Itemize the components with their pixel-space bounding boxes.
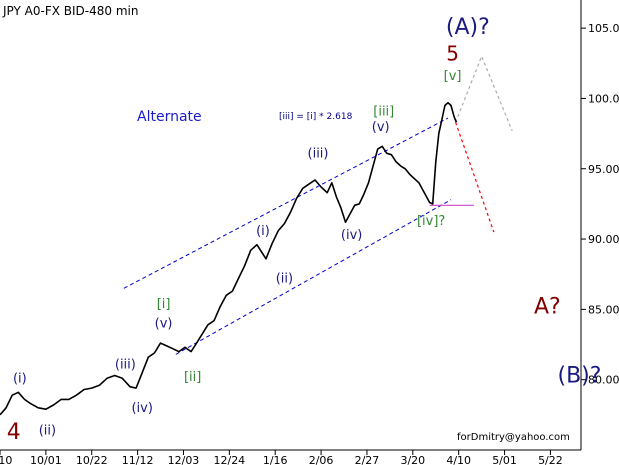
wave-label: (i) bbox=[256, 224, 270, 239]
wave-label: [v] bbox=[444, 69, 462, 84]
wave-label: [ii] bbox=[184, 370, 201, 385]
x-tick-label: 1/16 bbox=[263, 454, 288, 465]
x-tick-label: 2/27 bbox=[355, 454, 380, 465]
price-series-line bbox=[0, 101, 458, 416]
x-tick-label: 5/22 bbox=[538, 454, 563, 465]
wave-label: (B)? bbox=[558, 364, 602, 389]
x-tick-label: 3/20 bbox=[400, 454, 425, 465]
wave-label: (v) bbox=[372, 120, 390, 135]
x-tick-label: 11/12 bbox=[122, 454, 154, 465]
channel-line bbox=[175, 199, 452, 355]
x-tick-label: 4/10 bbox=[446, 454, 471, 465]
x-tick-label: 2/06 bbox=[309, 454, 334, 465]
wave-label: 4 bbox=[7, 420, 21, 445]
y-tick-label: 95.00 bbox=[588, 163, 619, 176]
wave-label: [iv]? bbox=[417, 214, 445, 229]
chart-title: JPY A0-FX BID-480 min bbox=[2, 4, 138, 18]
wave-label: (ii) bbox=[276, 272, 293, 287]
x-tick-label: 12/24 bbox=[213, 454, 245, 465]
y-tick-label: 105.00 bbox=[588, 22, 619, 35]
wave-label: (iv) bbox=[341, 228, 362, 243]
y-tick-label: 80.00 bbox=[588, 374, 619, 387]
fibonacci-ratio-note: [iii] = [i] * 2.618 bbox=[279, 112, 353, 122]
wave-label: (A)? bbox=[446, 15, 490, 40]
x-tick-label: 5/01 bbox=[492, 454, 517, 465]
x-tick-label: 9/10 bbox=[0, 454, 12, 465]
y-tick-label: 85.00 bbox=[588, 303, 619, 316]
x-tick-label: 10/22 bbox=[76, 454, 108, 465]
watermark: forDmitry@yahoo.com bbox=[457, 432, 570, 443]
wave-label: (iii) bbox=[115, 357, 136, 372]
projection-bearish-path bbox=[455, 122, 495, 233]
wave-label: (i) bbox=[13, 372, 27, 387]
y-tick-label: 90.00 bbox=[588, 233, 619, 246]
wave-label: (v) bbox=[155, 317, 173, 332]
channel-line bbox=[123, 117, 449, 289]
wave-label: [iii] bbox=[373, 104, 394, 119]
wave-label: (iv) bbox=[131, 401, 152, 416]
wave-label: (ii) bbox=[39, 424, 56, 439]
wave-label: 5 bbox=[446, 41, 459, 65]
wave-label: (iii) bbox=[308, 147, 329, 162]
alternate-note: Alternate bbox=[137, 109, 202, 125]
x-tick-label: 12/03 bbox=[168, 454, 200, 465]
y-tick-label: 100.00 bbox=[588, 92, 619, 105]
wave-label: [i] bbox=[157, 297, 171, 312]
wave-label: A? bbox=[534, 295, 561, 320]
x-tick-label: 10/01 bbox=[30, 454, 62, 465]
